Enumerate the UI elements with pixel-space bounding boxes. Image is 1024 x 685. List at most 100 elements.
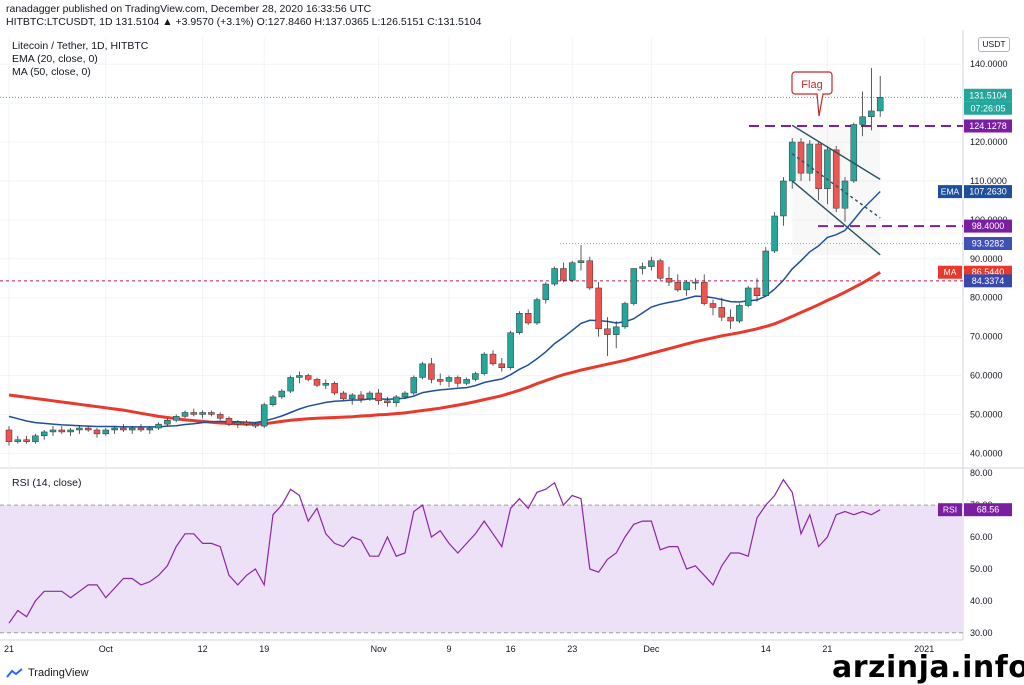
candle-body xyxy=(780,180,787,217)
candle-body xyxy=(128,427,136,431)
flag-label: Flag xyxy=(801,79,822,91)
tradingview-brand[interactable]: TradingView xyxy=(6,667,89,679)
candle-body xyxy=(76,427,83,431)
flag-lower-line xyxy=(791,180,881,256)
candle-body xyxy=(84,427,92,431)
ema-value-tag: 107.2630 xyxy=(969,187,1007,197)
ema-legend: EMA (20, close, 0) xyxy=(12,53,98,65)
y-tick-label: 90.0000 xyxy=(970,254,1003,264)
y-tick-label: 140.0000 xyxy=(970,59,1008,69)
level-lower-tag-bg xyxy=(964,219,1012,233)
candle-body xyxy=(252,423,259,427)
candle-body xyxy=(269,396,277,405)
candle-body xyxy=(137,427,145,431)
candle-body xyxy=(260,404,268,427)
candle-body xyxy=(287,377,294,392)
level-gray-tag: 93.9282 xyxy=(972,238,1005,248)
ema-tag: EMA xyxy=(941,187,960,197)
candle-body xyxy=(384,400,391,403)
countdown-tag-bg xyxy=(964,101,1012,115)
candle-body xyxy=(692,281,699,284)
candle-body xyxy=(120,427,127,431)
candle-body xyxy=(815,143,822,189)
candle-body xyxy=(401,392,409,398)
candle-body xyxy=(428,363,435,380)
candle-body xyxy=(533,299,541,324)
candle-body xyxy=(656,260,664,279)
candle-body xyxy=(410,377,418,394)
candle-body xyxy=(463,379,470,384)
candle-body xyxy=(744,287,752,306)
rsi-tick-label: 80.00 xyxy=(970,468,993,478)
candle-body xyxy=(58,429,66,433)
candle-body xyxy=(516,313,523,333)
ma-50-line xyxy=(8,271,881,426)
candle-body xyxy=(709,303,717,308)
candle-body xyxy=(595,287,602,330)
flag-area xyxy=(792,126,881,255)
countdown-tag: 07:26:05 xyxy=(970,103,1005,113)
candle-body xyxy=(568,262,576,281)
rsi-value-tag: 68.56 xyxy=(977,505,1000,515)
candle-body xyxy=(331,383,338,394)
candle-body xyxy=(67,429,74,433)
candle-body xyxy=(507,332,514,368)
tradingview-logo-icon xyxy=(6,668,23,678)
candle-body xyxy=(296,375,303,378)
candle-body xyxy=(542,283,550,300)
candle-body xyxy=(102,429,110,435)
y-tick-label: 70.0000 xyxy=(970,332,1003,342)
candle-body xyxy=(348,394,356,400)
rsi-tick-label: 40.00 xyxy=(970,596,993,606)
candle-body xyxy=(322,383,330,386)
flag-mid-line xyxy=(791,153,881,219)
y-tick-label: 120.0000 xyxy=(970,137,1008,147)
ma-value-tag: 86.5440 xyxy=(972,267,1005,277)
candle-body xyxy=(32,435,39,442)
candle-body xyxy=(216,414,224,419)
x-tick-label: 23 xyxy=(567,644,577,654)
candle-body xyxy=(665,277,673,283)
candle-body xyxy=(49,429,57,433)
x-tick-label: 2021 xyxy=(914,644,934,654)
candle-body xyxy=(172,416,180,421)
candle-body xyxy=(313,379,321,386)
candle-body xyxy=(560,268,567,281)
rsi-legend: RSI (14, close) xyxy=(12,477,82,489)
ema-value-tag-bg xyxy=(964,185,1012,199)
level-lower-tag: 98.4000 xyxy=(972,221,1005,231)
flag-callout xyxy=(791,71,833,117)
candle-body xyxy=(586,260,594,289)
candle-body xyxy=(480,353,488,374)
candle-body xyxy=(155,423,162,429)
level-upper-tag: 124.1278 xyxy=(969,121,1007,131)
candle-body xyxy=(392,396,400,403)
candle-body xyxy=(876,97,884,112)
rsi-tick-label: 50.00 xyxy=(970,564,993,574)
currency-button[interactable]: USDT xyxy=(978,37,1010,52)
x-tick-label: Dec xyxy=(643,644,660,654)
flag-upper-line xyxy=(791,124,881,181)
candle-body xyxy=(111,427,118,431)
candle-body xyxy=(199,412,206,415)
level-red-tag-bg xyxy=(964,274,1012,288)
candle-body xyxy=(489,353,497,365)
candle-body xyxy=(164,420,171,425)
candle-body xyxy=(868,110,875,118)
candle-body xyxy=(93,429,101,435)
candle-body xyxy=(225,418,233,425)
level-gray-tag-bg xyxy=(964,236,1012,250)
ema-tag-bg xyxy=(938,185,962,199)
x-tick-label: 21 xyxy=(822,644,832,654)
x-tick-label: 9 xyxy=(446,644,451,654)
level-upper-tag-bg xyxy=(964,119,1012,133)
ma-legend: MA (50, close, 0) xyxy=(12,66,91,78)
level-red-tag: 84.3374 xyxy=(972,276,1005,286)
rsi-value-tag-bg xyxy=(964,503,1012,517)
candle-body xyxy=(375,392,382,402)
candle-body xyxy=(190,412,198,415)
y-tick-label: 60.0000 xyxy=(970,371,1003,381)
x-tick-label: 14 xyxy=(761,644,771,654)
y-tick-label: 40.0000 xyxy=(970,448,1003,458)
